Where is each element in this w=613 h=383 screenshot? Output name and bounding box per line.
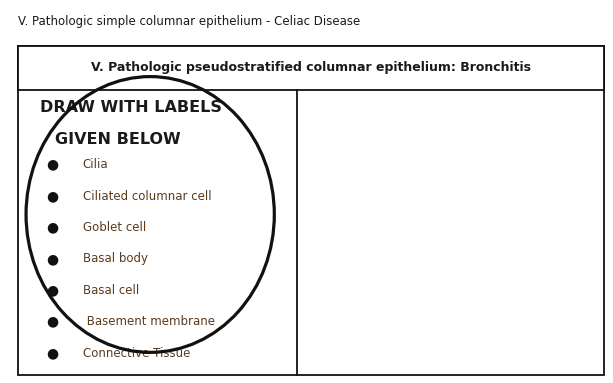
Text: ●: ●: [46, 283, 58, 297]
Bar: [18, 46, 604, 90]
Text: Goblet cell: Goblet cell: [83, 221, 146, 234]
Text: ●: ●: [46, 315, 58, 329]
Text: Ciliated columnar cell: Ciliated columnar cell: [83, 190, 211, 203]
Text: Basal body: Basal body: [83, 252, 148, 265]
Text: ●: ●: [46, 252, 58, 266]
Text: V. Pathologic simple columnar epithelium - Celiac Disease: V. Pathologic simple columnar epithelium…: [18, 15, 360, 28]
Text: ●: ●: [46, 158, 58, 172]
Text: V. Pathologic pseudostratified columnar epithelium: Bronchitis: V. Pathologic pseudostratified columnar …: [91, 62, 531, 74]
Text: DRAW WITH LABELS: DRAW WITH LABELS: [40, 100, 222, 115]
Text: ●: ●: [46, 221, 58, 234]
Text: ●: ●: [46, 189, 58, 203]
Text: Connective Tissue: Connective Tissue: [83, 347, 190, 360]
Text: ●: ●: [46, 346, 58, 360]
Bar: [18, 46, 604, 375]
Text: Basal cell: Basal cell: [83, 284, 139, 297]
Text: GIVEN BELOW: GIVEN BELOW: [55, 132, 181, 147]
Text: Basement membrane: Basement membrane: [83, 315, 215, 328]
Text: Cilia: Cilia: [83, 158, 109, 171]
